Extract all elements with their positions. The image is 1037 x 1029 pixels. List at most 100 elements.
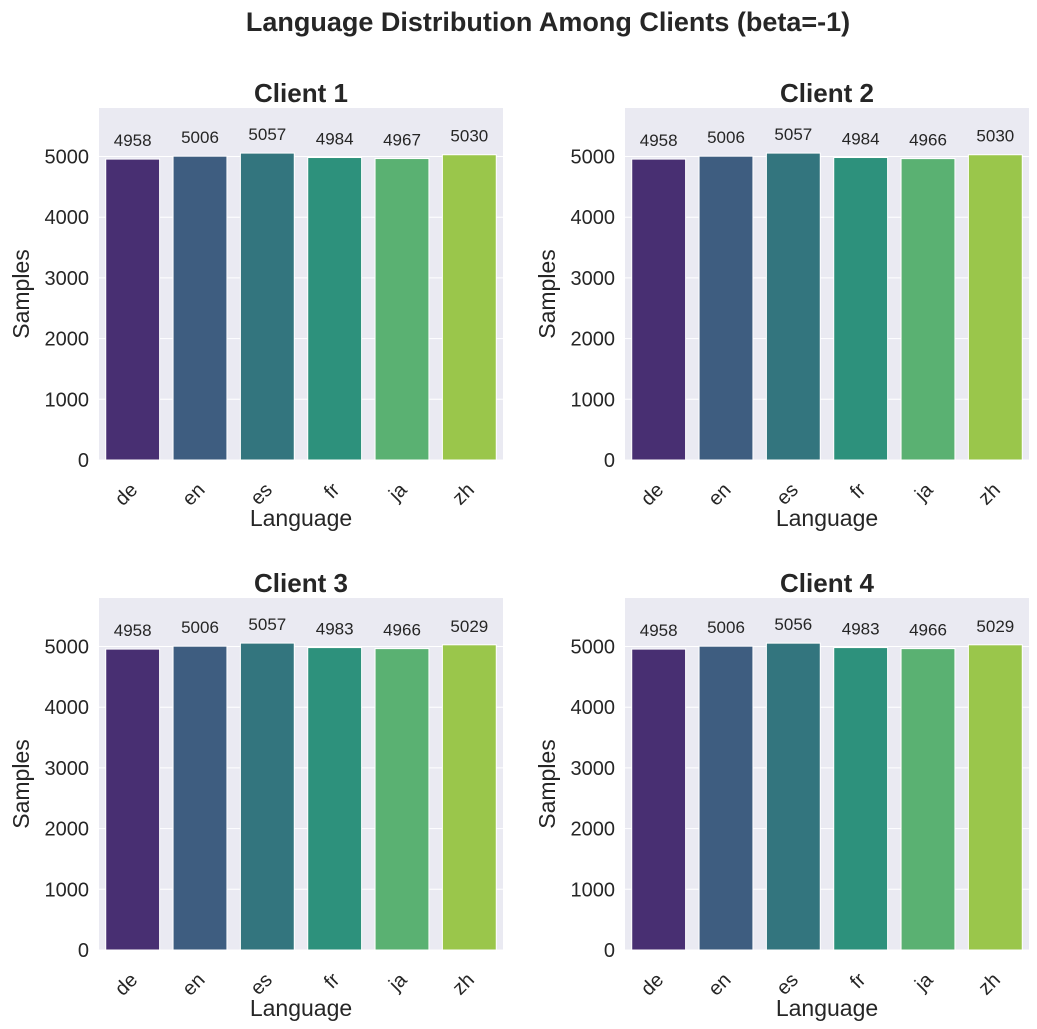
- bar-en: [698, 155, 754, 461]
- y-tick-label: 3000: [571, 268, 616, 290]
- data-label-en: 5006: [181, 128, 219, 147]
- bar-es: [239, 642, 295, 951]
- y-tick-label: 0: [604, 450, 615, 472]
- x-tick-label-de: de: [111, 479, 142, 510]
- y-tick-label: 3000: [45, 268, 90, 290]
- y-tick-label: 1000: [45, 879, 90, 901]
- x-tick-label-en: en: [178, 969, 209, 1000]
- y-tick-label: 4000: [571, 207, 616, 229]
- data-label-fr: 4983: [842, 620, 880, 639]
- subplot-title: Client 4: [780, 568, 874, 598]
- data-label-en: 5006: [707, 128, 745, 147]
- y-tick-label: 2000: [45, 329, 90, 351]
- data-label-fr: 4983: [316, 620, 354, 639]
- y-tick-label: 4000: [571, 697, 616, 719]
- y-tick-label: 0: [78, 940, 89, 962]
- y-axis-label: Samples: [8, 249, 34, 338]
- x-tick-label-fr: fr: [320, 969, 344, 993]
- bar-ja: [374, 648, 430, 951]
- subplot-client-3: 0100020003000400050004958de5006en5057es4…: [8, 568, 503, 1021]
- y-tick-label: 4000: [45, 697, 90, 719]
- data-label-de: 4958: [114, 621, 152, 640]
- x-tick-label-ja: ja: [384, 478, 412, 506]
- x-tick-label-fr: fr: [320, 479, 344, 503]
- plot-area: [99, 108, 503, 460]
- y-tick-label: 5000: [571, 147, 616, 169]
- y-axis-label: Samples: [534, 249, 560, 338]
- data-label-es: 5057: [248, 125, 286, 144]
- x-tick-label-de: de: [637, 969, 668, 1000]
- x-tick-label-zh: zh: [974, 479, 1004, 509]
- bar-zh: [967, 644, 1023, 951]
- subplot-client-2: 0100020003000400050004958de5006en5057es4…: [534, 78, 1029, 531]
- data-label-fr: 4984: [316, 130, 354, 149]
- bar-en: [172, 155, 228, 461]
- y-tick-label: 3000: [45, 758, 90, 780]
- bar-zh: [441, 644, 497, 951]
- bar-ja: [374, 158, 430, 461]
- x-tick-label-de: de: [111, 969, 142, 1000]
- x-tick-label-zh: zh: [974, 969, 1004, 999]
- data-label-es: 5057: [774, 125, 812, 144]
- y-axis-label: Samples: [534, 739, 560, 828]
- x-tick-label-ja: ja: [910, 478, 938, 506]
- subplot-client-4: 0100020003000400050004958de5006en5056es4…: [534, 568, 1029, 1021]
- y-tick-label: 0: [604, 940, 615, 962]
- x-axis-label: Language: [250, 505, 352, 531]
- bar-es: [765, 642, 821, 951]
- data-label-ja: 4966: [383, 621, 421, 640]
- x-tick-label-ja: ja: [384, 968, 412, 996]
- data-label-fr: 4984: [842, 130, 880, 149]
- data-label-es: 5056: [774, 615, 812, 634]
- x-tick-label-fr: fr: [846, 969, 870, 993]
- y-tick-label: 1000: [571, 879, 616, 901]
- y-tick-label: 3000: [571, 758, 616, 780]
- y-tick-label: 1000: [571, 389, 616, 411]
- x-tick-label-fr: fr: [846, 479, 870, 503]
- data-label-ja: 4966: [909, 621, 947, 640]
- plot-area: [625, 598, 1029, 950]
- x-tick-label-en: en: [704, 479, 735, 510]
- x-axis-label: Language: [776, 995, 878, 1021]
- bar-en: [698, 645, 754, 951]
- bar-zh: [441, 154, 497, 461]
- plot-area: [99, 598, 503, 950]
- y-tick-label: 2000: [571, 329, 616, 351]
- x-tick-label-zh: zh: [448, 969, 478, 999]
- y-tick-label: 2000: [45, 819, 90, 841]
- x-axis-label: Language: [776, 505, 878, 531]
- x-tick-label-en: en: [704, 969, 735, 1000]
- y-tick-label: 5000: [571, 637, 616, 659]
- data-label-de: 4958: [114, 131, 152, 150]
- subplot-title: Client 1: [254, 78, 348, 108]
- bar-ja: [900, 158, 956, 461]
- bar-de: [105, 158, 161, 461]
- y-tick-label: 5000: [45, 147, 90, 169]
- x-tick-label-en: en: [178, 479, 209, 510]
- data-label-zh: 5029: [450, 617, 488, 636]
- data-label-zh: 5030: [450, 127, 488, 146]
- data-label-es: 5057: [248, 615, 286, 634]
- data-label-ja: 4967: [383, 131, 421, 150]
- bar-en: [172, 645, 228, 951]
- y-tick-label: 2000: [571, 819, 616, 841]
- data-label-zh: 5030: [976, 127, 1014, 146]
- bar-fr: [833, 647, 889, 951]
- x-tick-label-de: de: [637, 479, 668, 510]
- bar-ja: [900, 648, 956, 951]
- bar-de: [105, 648, 161, 951]
- bar-es: [239, 152, 295, 461]
- y-axis-label: Samples: [8, 739, 34, 828]
- subplot-title: Client 3: [254, 568, 348, 598]
- y-tick-label: 1000: [45, 389, 90, 411]
- x-tick-label-zh: zh: [448, 479, 478, 509]
- y-tick-label: 4000: [45, 207, 90, 229]
- plot-area: [625, 108, 1029, 460]
- bar-de: [631, 158, 687, 461]
- x-tick-label-ja: ja: [910, 968, 938, 996]
- bar-es: [765, 152, 821, 461]
- data-label-en: 5006: [181, 618, 219, 637]
- data-label-zh: 5029: [976, 617, 1014, 636]
- data-label-ja: 4966: [909, 131, 947, 150]
